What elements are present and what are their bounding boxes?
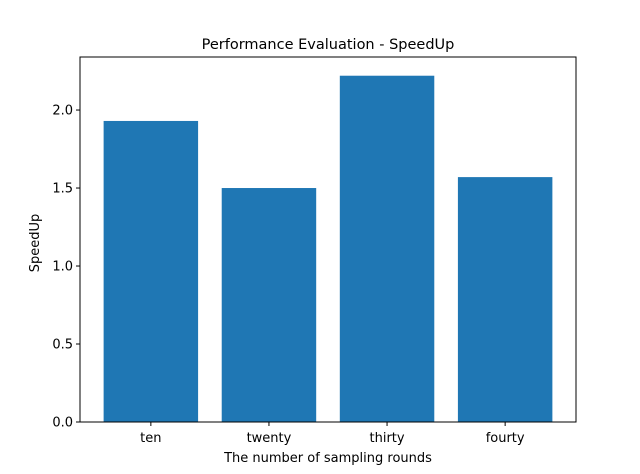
x-axis-ticks: ten twenty thirty fourty — [140, 422, 525, 446]
y-axis-label: SpeedUp — [28, 214, 43, 273]
bar-thirty — [339, 75, 435, 422]
x-tick-label: thirty — [370, 431, 405, 446]
y-tick-label: 0.5 — [52, 338, 73, 353]
y-axis-ticks: 0.0 0.5 1.0 1.5 2.0 — [52, 104, 80, 431]
bar-ten — [103, 120, 199, 422]
x-tick-label: fourty — [486, 431, 525, 446]
bar-twenty — [221, 188, 317, 422]
y-tick-label: 1.5 — [52, 182, 73, 197]
x-axis-label: The number of sampling rounds — [223, 451, 432, 466]
bar-fourty — [457, 177, 553, 422]
x-tick-label: ten — [140, 431, 161, 446]
y-tick-label: 2.0 — [52, 104, 73, 119]
y-tick-label: 0.0 — [52, 416, 73, 431]
axes-frame — [79, 56, 577, 423]
y-tick-label: 1.0 — [52, 260, 73, 275]
chart-title: Performance Evaluation - SpeedUp — [202, 37, 455, 53]
bars-group — [103, 75, 553, 422]
x-tick-label: twenty — [247, 431, 292, 446]
